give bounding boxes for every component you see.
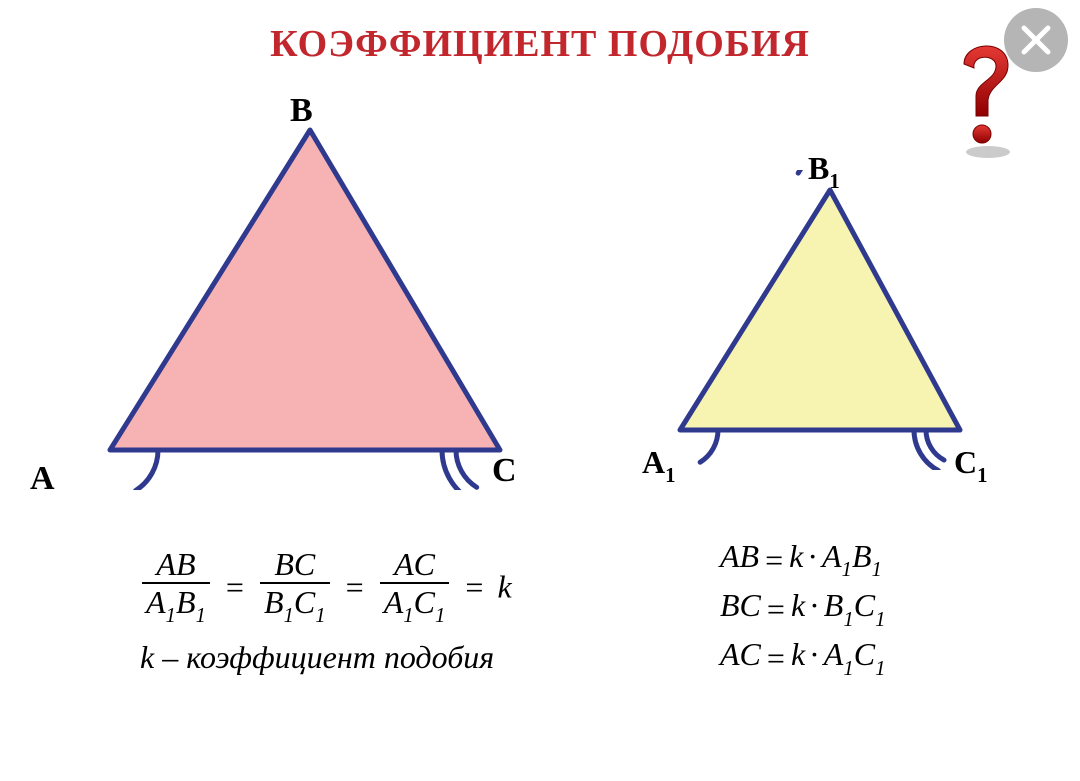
denominator: A1C1 bbox=[380, 584, 450, 625]
denominator: A1B1 bbox=[142, 584, 210, 625]
coefficient-caption: k – коэффициент подобия bbox=[140, 639, 512, 676]
triangle-abc-shape bbox=[110, 130, 500, 450]
vertex-label-a: A bbox=[30, 460, 55, 498]
vertex-label-c1: C1 bbox=[954, 444, 988, 486]
numerator: BC bbox=[260, 548, 330, 584]
page-title: КОЭФФИЦИЕНТ ПОДОБИЯ bbox=[0, 22, 1080, 66]
triangle-a1b1c1-shape bbox=[680, 190, 960, 430]
side-equation-row: AB=k·A1B1 bbox=[720, 540, 886, 579]
vertex-label-c1-sub: 1 bbox=[977, 464, 987, 487]
triangle-a1b1c1 bbox=[630, 170, 1000, 470]
vertex-label-c: C bbox=[492, 452, 517, 490]
triangle-abc bbox=[40, 110, 540, 490]
vertex-label-b1-sub: 1 bbox=[829, 170, 839, 193]
vertex-label-c1-text: C bbox=[954, 444, 977, 480]
vertex-label-b1: B1 bbox=[808, 150, 840, 192]
denominator: B1C1 bbox=[260, 584, 330, 625]
vertex-label-a1-text: A bbox=[642, 444, 665, 480]
coefficient-k: k bbox=[497, 569, 511, 605]
fraction-ab-over-a1b1: AB A1B1 bbox=[142, 548, 210, 625]
question-mark-icon bbox=[946, 30, 1026, 165]
equals-sign: = bbox=[459, 571, 489, 603]
side-equation-row: AC=k·A1C1 bbox=[720, 638, 886, 677]
ratio-formula: AB A1B1 = BC B1C1 = AC A1C1 = k k – коэф… bbox=[140, 548, 512, 676]
ratio-equation: AB A1B1 = BC B1C1 = AC A1C1 = k bbox=[140, 548, 512, 625]
fraction-ac-over-a1c1: AC A1C1 bbox=[380, 548, 450, 625]
side-equations: AB=k·A1B1 BC=k·B1C1 AC=k·A1C1 bbox=[720, 540, 886, 688]
vertex-label-b1-text: B bbox=[808, 150, 829, 186]
numerator: AB bbox=[142, 548, 210, 584]
numerator: AC bbox=[380, 548, 450, 584]
equals-sign: = bbox=[220, 571, 250, 603]
vertex-label-a1: A1 bbox=[642, 444, 676, 486]
side-equation-row: BC=k·B1C1 bbox=[720, 589, 886, 628]
vertex-label-a1-sub: 1 bbox=[665, 464, 675, 487]
fraction-bc-over-b1c1: BC B1C1 bbox=[260, 548, 330, 625]
equals-sign: = bbox=[340, 571, 370, 603]
vertex-label-b: B bbox=[290, 92, 313, 130]
